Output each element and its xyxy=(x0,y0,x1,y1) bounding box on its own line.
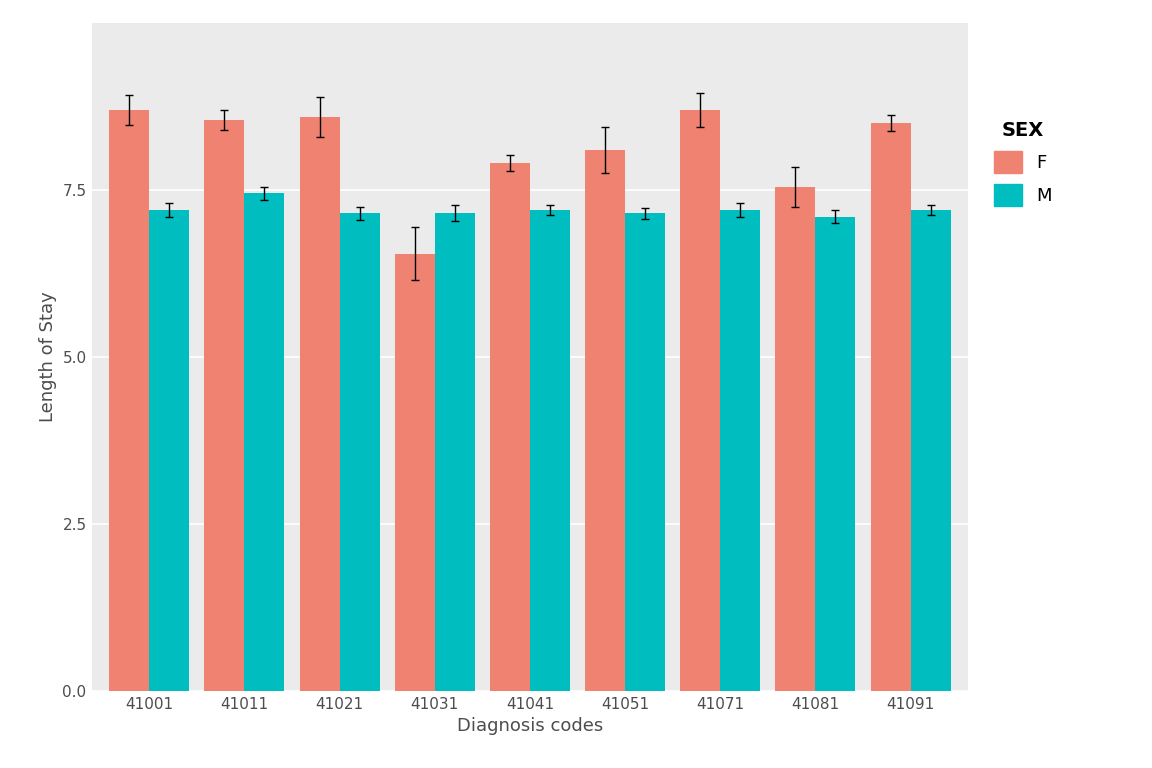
Bar xyxy=(434,214,475,691)
Y-axis label: Length of Stay: Length of Stay xyxy=(39,292,56,422)
Bar xyxy=(395,253,434,691)
Bar xyxy=(585,150,626,691)
Legend: F, M: F, M xyxy=(985,112,1061,215)
Bar xyxy=(150,210,189,691)
Bar xyxy=(816,217,856,691)
Bar xyxy=(490,164,530,691)
Bar xyxy=(720,210,760,691)
Bar xyxy=(626,214,665,691)
Bar xyxy=(109,110,150,691)
Bar xyxy=(910,210,950,691)
Bar xyxy=(300,117,340,691)
Bar xyxy=(775,187,816,691)
Bar xyxy=(204,120,244,691)
X-axis label: Diagnosis codes: Diagnosis codes xyxy=(457,717,602,735)
Bar xyxy=(871,123,910,691)
Bar xyxy=(530,210,570,691)
Bar xyxy=(340,214,379,691)
Bar xyxy=(681,110,720,691)
Bar xyxy=(244,194,285,691)
